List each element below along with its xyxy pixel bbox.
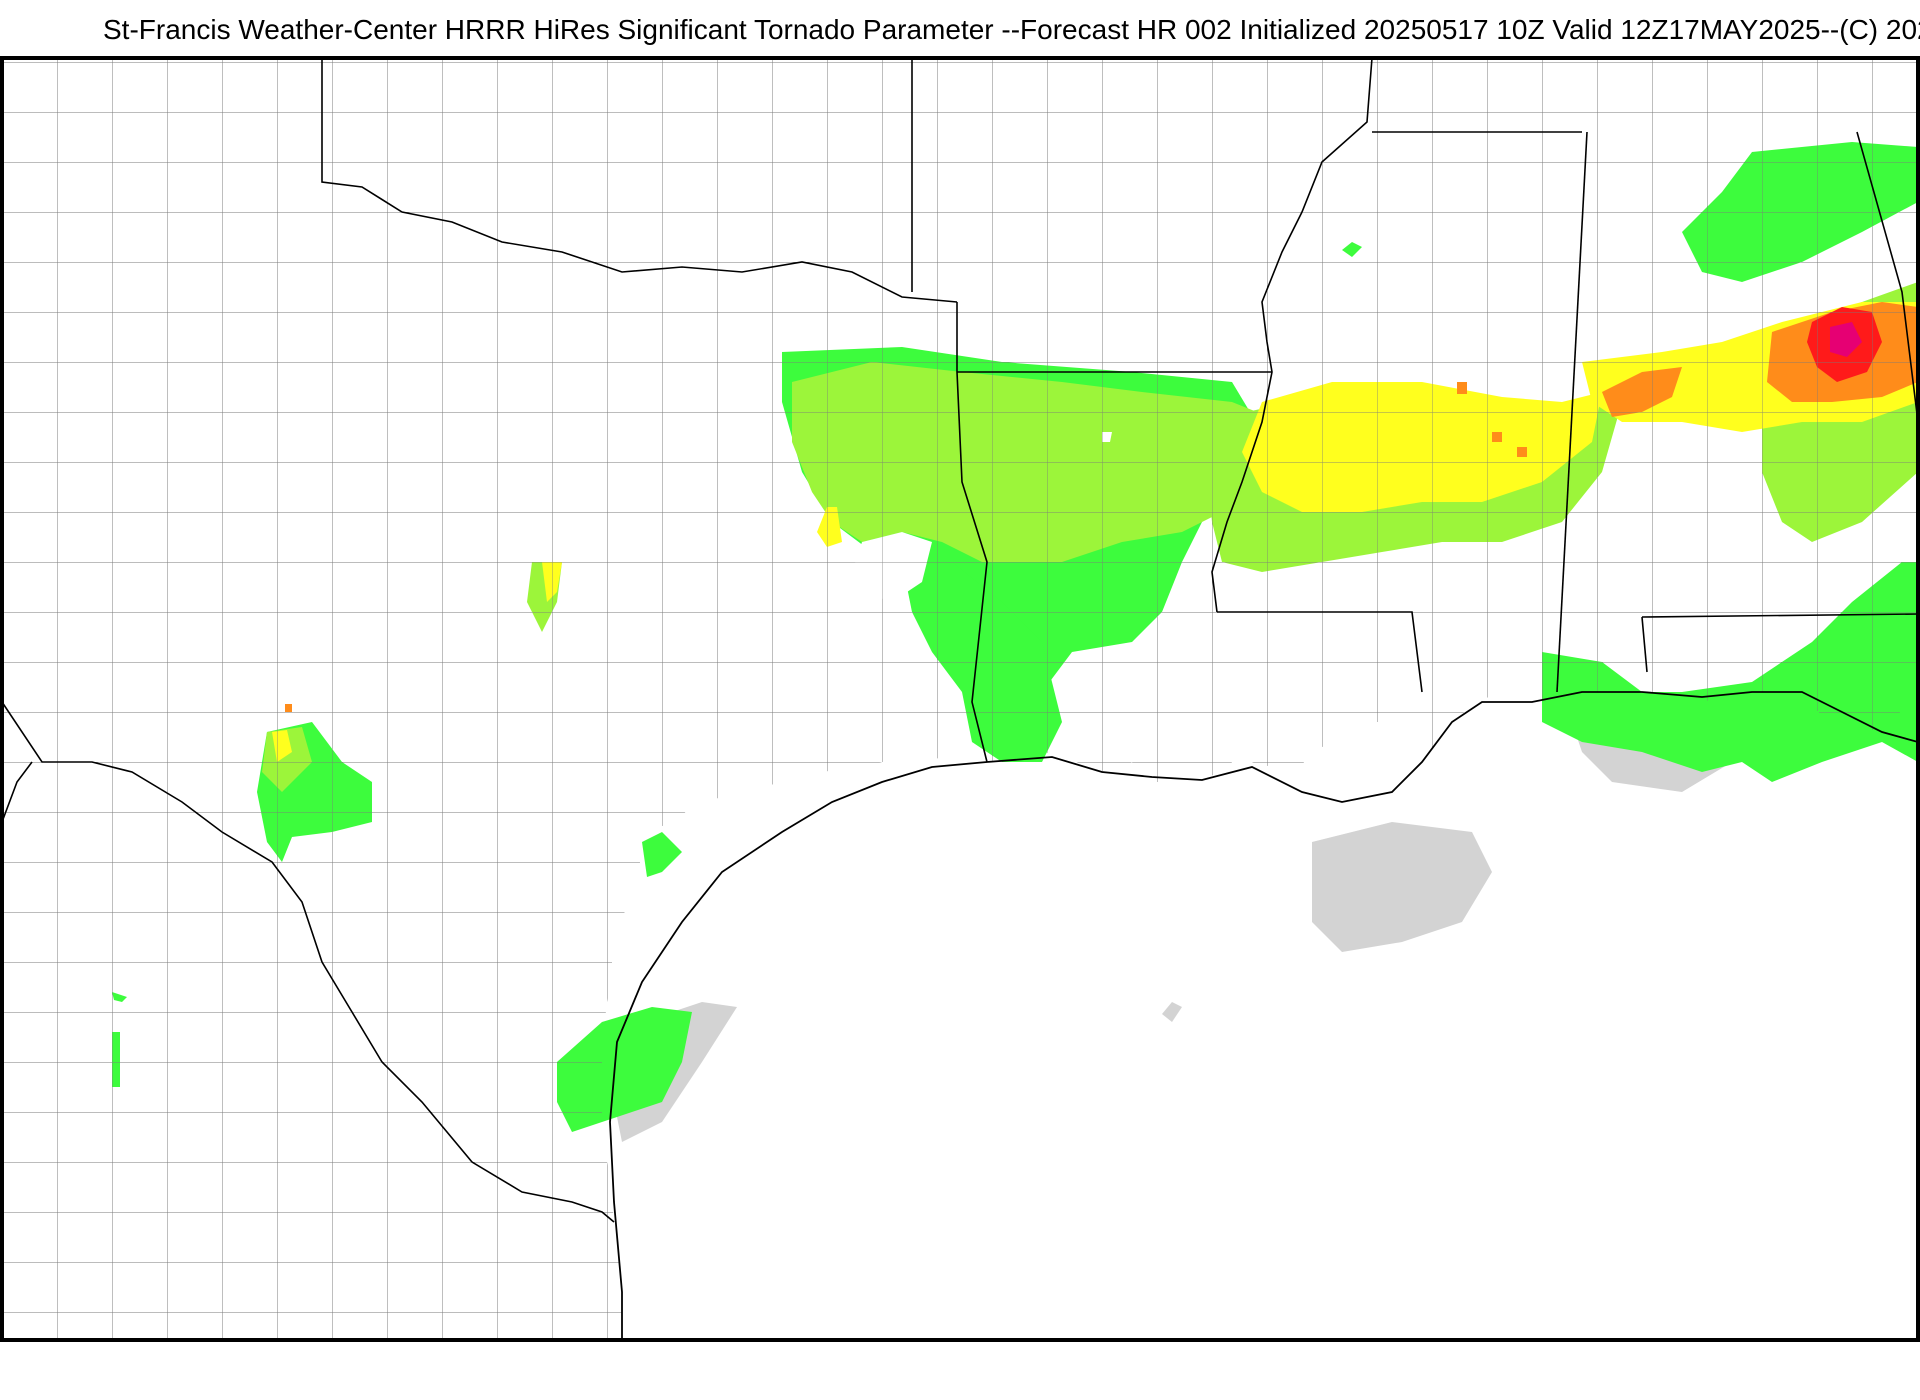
state-boundaries	[321, 58, 1918, 763]
map-frame[interactable]	[0, 56, 1920, 1342]
map-title: St-Francis Weather-Center HRRR HiRes Sig…	[103, 14, 1920, 45]
coastline	[609, 691, 1918, 1340]
mexico-border	[2, 701, 615, 1223]
title-bar: St-Francis Weather-Center HRRR HiRes Sig…	[0, 0, 1920, 56]
forecast-map	[2, 58, 1918, 1340]
